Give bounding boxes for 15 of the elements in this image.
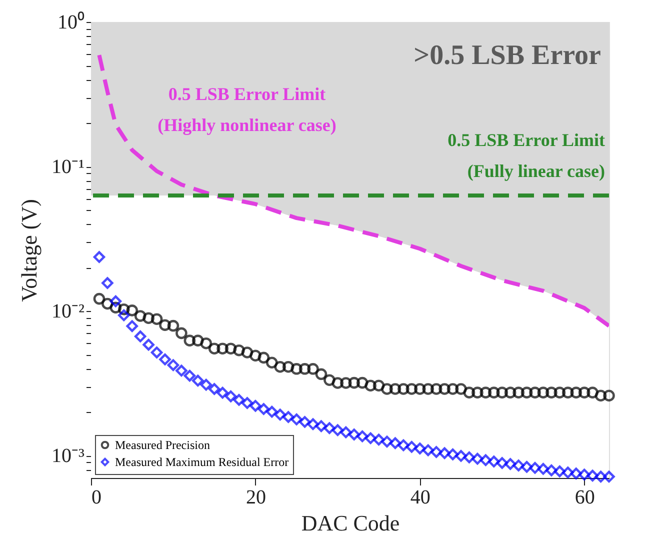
ref-line-label: 0.5 LSB Error Limit (Fully linear case) — [448, 130, 606, 181]
y-tick-label: 10⁰ — [58, 10, 84, 34]
y-tick-label: 10⁻² — [52, 300, 84, 323]
series-label: 0.5 LSB Error Limit (Highly nonlinear case) — [158, 84, 336, 135]
y-tick-label: 10⁻³ — [52, 445, 84, 468]
y-tick-label: 10⁻¹ — [52, 156, 84, 178]
legend-label: Measured Precision — [115, 438, 210, 452]
y-axis-title: Voltage (V) — [16, 199, 42, 302]
x-tick-label: 0 — [92, 486, 102, 508]
x-tick-label: 60 — [574, 486, 595, 508]
legend-label: Measured Maximum Residual Error — [115, 455, 289, 469]
x-axis-title: DAC Code — [301, 510, 400, 536]
x-tick-label: 40 — [410, 486, 430, 508]
x-tick-label: 20 — [246, 486, 266, 508]
band-label: >0.5 LSB Error — [414, 40, 601, 71]
